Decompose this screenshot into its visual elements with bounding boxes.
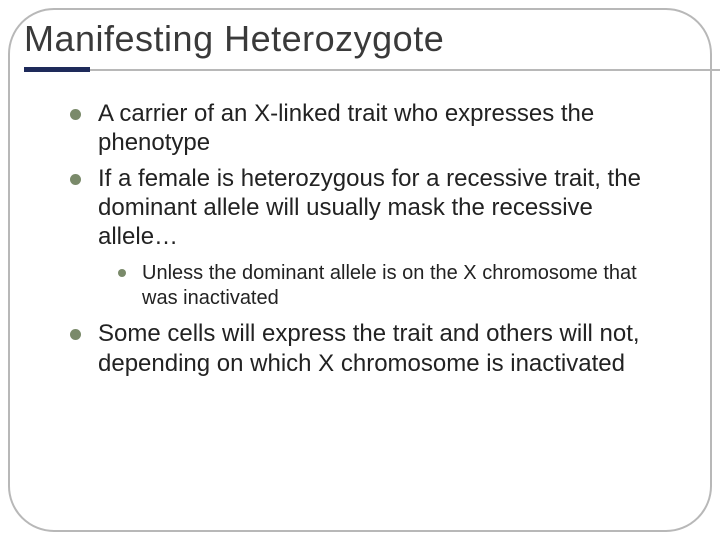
bullet-item: Some cells will express the trait and ot… (70, 319, 674, 378)
bullet-text: If a female is heterozygous for a recess… (98, 165, 641, 251)
bullet-text: A carrier of an X-linked trait who expre… (98, 100, 594, 156)
content-area: A carrier of an X-linked trait who expre… (0, 71, 720, 378)
title-underline (24, 68, 720, 71)
sub-bullet-text: Unless the dominant allele is on the X c… (142, 262, 637, 309)
underline-rule (90, 69, 720, 71)
bullet-text: Some cells will express the trait and ot… (98, 320, 640, 376)
bullet-list: A carrier of an X-linked trait who expre… (70, 99, 674, 378)
sub-bullet-list: Unless the dominant allele is on the X c… (118, 261, 674, 311)
sub-bullet-item: Unless the dominant allele is on the X c… (118, 261, 674, 311)
bullet-item: A carrier of an X-linked trait who expre… (70, 99, 674, 158)
title-block: Manifesting Heterozygote (0, 0, 720, 71)
slide-title: Manifesting Heterozygote (24, 18, 720, 60)
underline-accent (24, 67, 90, 72)
bullet-item: If a female is heterozygous for a recess… (70, 164, 674, 312)
